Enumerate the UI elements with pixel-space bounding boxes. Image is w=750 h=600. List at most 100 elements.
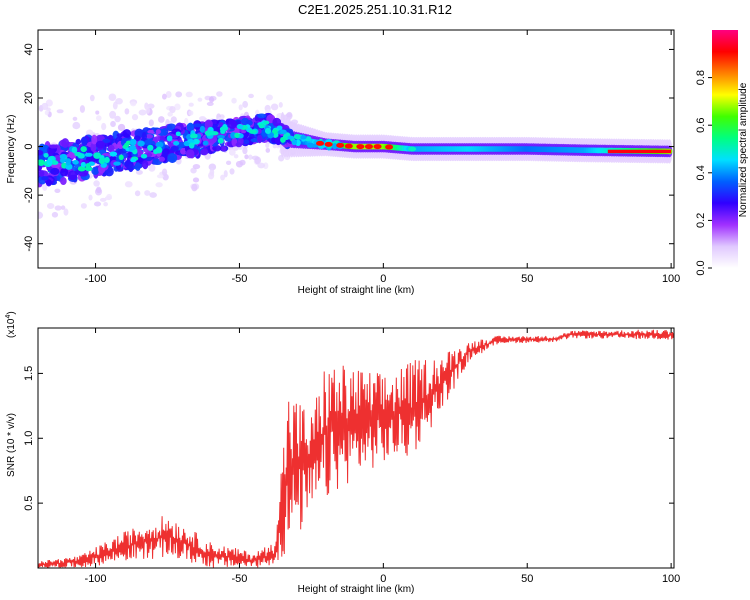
x-tick-label: 100 <box>662 573 680 585</box>
noise-blob <box>204 119 213 130</box>
noise-blob <box>142 160 149 170</box>
noise-blob <box>134 162 141 171</box>
colorbar-tick-label: 0.2 <box>695 213 707 228</box>
noise-blob <box>274 135 281 145</box>
noise-blob <box>186 122 195 132</box>
bright-blob <box>258 123 265 129</box>
spectrogram-xlabel: Height of straight line (km) <box>298 285 415 296</box>
faint-blob <box>109 110 117 119</box>
noise-blob <box>91 166 100 175</box>
bright-blob <box>219 126 228 132</box>
noise-blob <box>257 113 267 119</box>
faint-blob <box>93 201 102 207</box>
noise-blob <box>39 169 45 177</box>
bright-blob <box>129 145 137 151</box>
noise-blob <box>256 134 263 144</box>
faint-blob <box>257 162 266 169</box>
faint-blob <box>242 100 249 108</box>
faint-blob <box>103 202 109 207</box>
faint-blob <box>80 203 87 209</box>
x-tick-label: -100 <box>85 273 107 285</box>
faint-blob <box>209 96 215 103</box>
faint-blob <box>115 98 123 105</box>
bright-blob <box>217 134 225 139</box>
noise-blob <box>272 117 282 127</box>
bright-blob <box>140 153 148 159</box>
bright-blob <box>192 138 200 145</box>
noise-blob <box>107 144 115 153</box>
bright-blob <box>137 140 145 147</box>
faint-blob <box>266 94 273 101</box>
faint-blob <box>229 168 235 175</box>
noise-blob <box>155 129 161 135</box>
noise-blob <box>45 179 52 187</box>
faint-blob <box>110 120 116 128</box>
snr-ticks: -100 -50 0 50 100 0.5 1.0 1.5 <box>23 328 680 585</box>
noise-blob <box>235 142 243 148</box>
faint-blob <box>216 91 223 97</box>
bright-blob <box>332 143 338 150</box>
colorbar-ticks: 0.0 0.2 0.4 0.6 0.8 <box>695 70 712 276</box>
noise-blob <box>141 131 147 142</box>
bright-blob <box>59 154 68 160</box>
bright-blob <box>236 123 244 130</box>
noise-blob <box>38 149 44 156</box>
noise-blob <box>50 167 60 175</box>
faint-blob <box>72 116 78 121</box>
hot-spot <box>364 144 373 150</box>
faint-blob <box>124 108 130 115</box>
noise-blob <box>91 134 98 145</box>
faint-blob <box>254 156 262 165</box>
faint-blob <box>206 101 214 106</box>
bright-blob <box>234 132 240 139</box>
hot-spot <box>336 142 345 148</box>
faint-blob <box>165 90 172 98</box>
bright-blob <box>279 129 287 135</box>
bright-blob <box>104 156 110 164</box>
noise-blob <box>116 133 124 138</box>
noise-blob <box>220 145 227 152</box>
faint-blob <box>247 154 253 160</box>
faint-blob <box>192 177 200 183</box>
bright-blob <box>118 154 124 161</box>
bright-blob <box>46 158 53 166</box>
noise-blob <box>233 128 240 134</box>
bright-blob <box>155 141 164 148</box>
bright-blob <box>187 139 195 144</box>
bright-blob <box>291 139 298 146</box>
faint-blob <box>233 154 239 159</box>
spectrogram-panel: -100 -50 0 50 100 -40 -20 0 20 40 Height of strai… <box>6 29 680 296</box>
faint-blob <box>134 190 141 197</box>
faint-blob <box>93 180 100 187</box>
faint-blob <box>174 103 181 111</box>
faint-blob <box>225 160 232 166</box>
bright-blob <box>80 161 86 168</box>
bright-blob <box>77 153 85 159</box>
hot-spot <box>356 144 365 150</box>
noise-blob <box>145 134 154 139</box>
spectrogram-ticks: -100 -50 0 50 100 -40 -20 0 20 40 <box>23 30 680 285</box>
bright-blob <box>264 127 272 134</box>
noise-blob <box>218 122 224 127</box>
spectrogram-frame <box>37 29 675 269</box>
faint-blob <box>85 129 94 137</box>
bright-blob <box>299 135 307 140</box>
noise-blob <box>80 136 88 146</box>
faint-blob <box>72 121 81 130</box>
bright-blob <box>153 149 159 155</box>
bright-blob <box>190 133 198 139</box>
faint-blob <box>190 167 197 174</box>
noise-blob <box>243 139 250 145</box>
faint-blob <box>235 160 243 168</box>
y-tick-label: 1.0 <box>23 431 35 446</box>
faint-blob <box>188 110 194 116</box>
noise-blob <box>61 138 70 148</box>
noise-blob <box>48 144 59 149</box>
faint-blob <box>223 170 228 178</box>
faint-blob <box>63 208 69 216</box>
bright-blob <box>50 159 58 165</box>
noise-blob <box>90 142 97 153</box>
colorbar-tick-label: 0.0 <box>695 260 707 275</box>
bright-blob <box>287 135 295 140</box>
